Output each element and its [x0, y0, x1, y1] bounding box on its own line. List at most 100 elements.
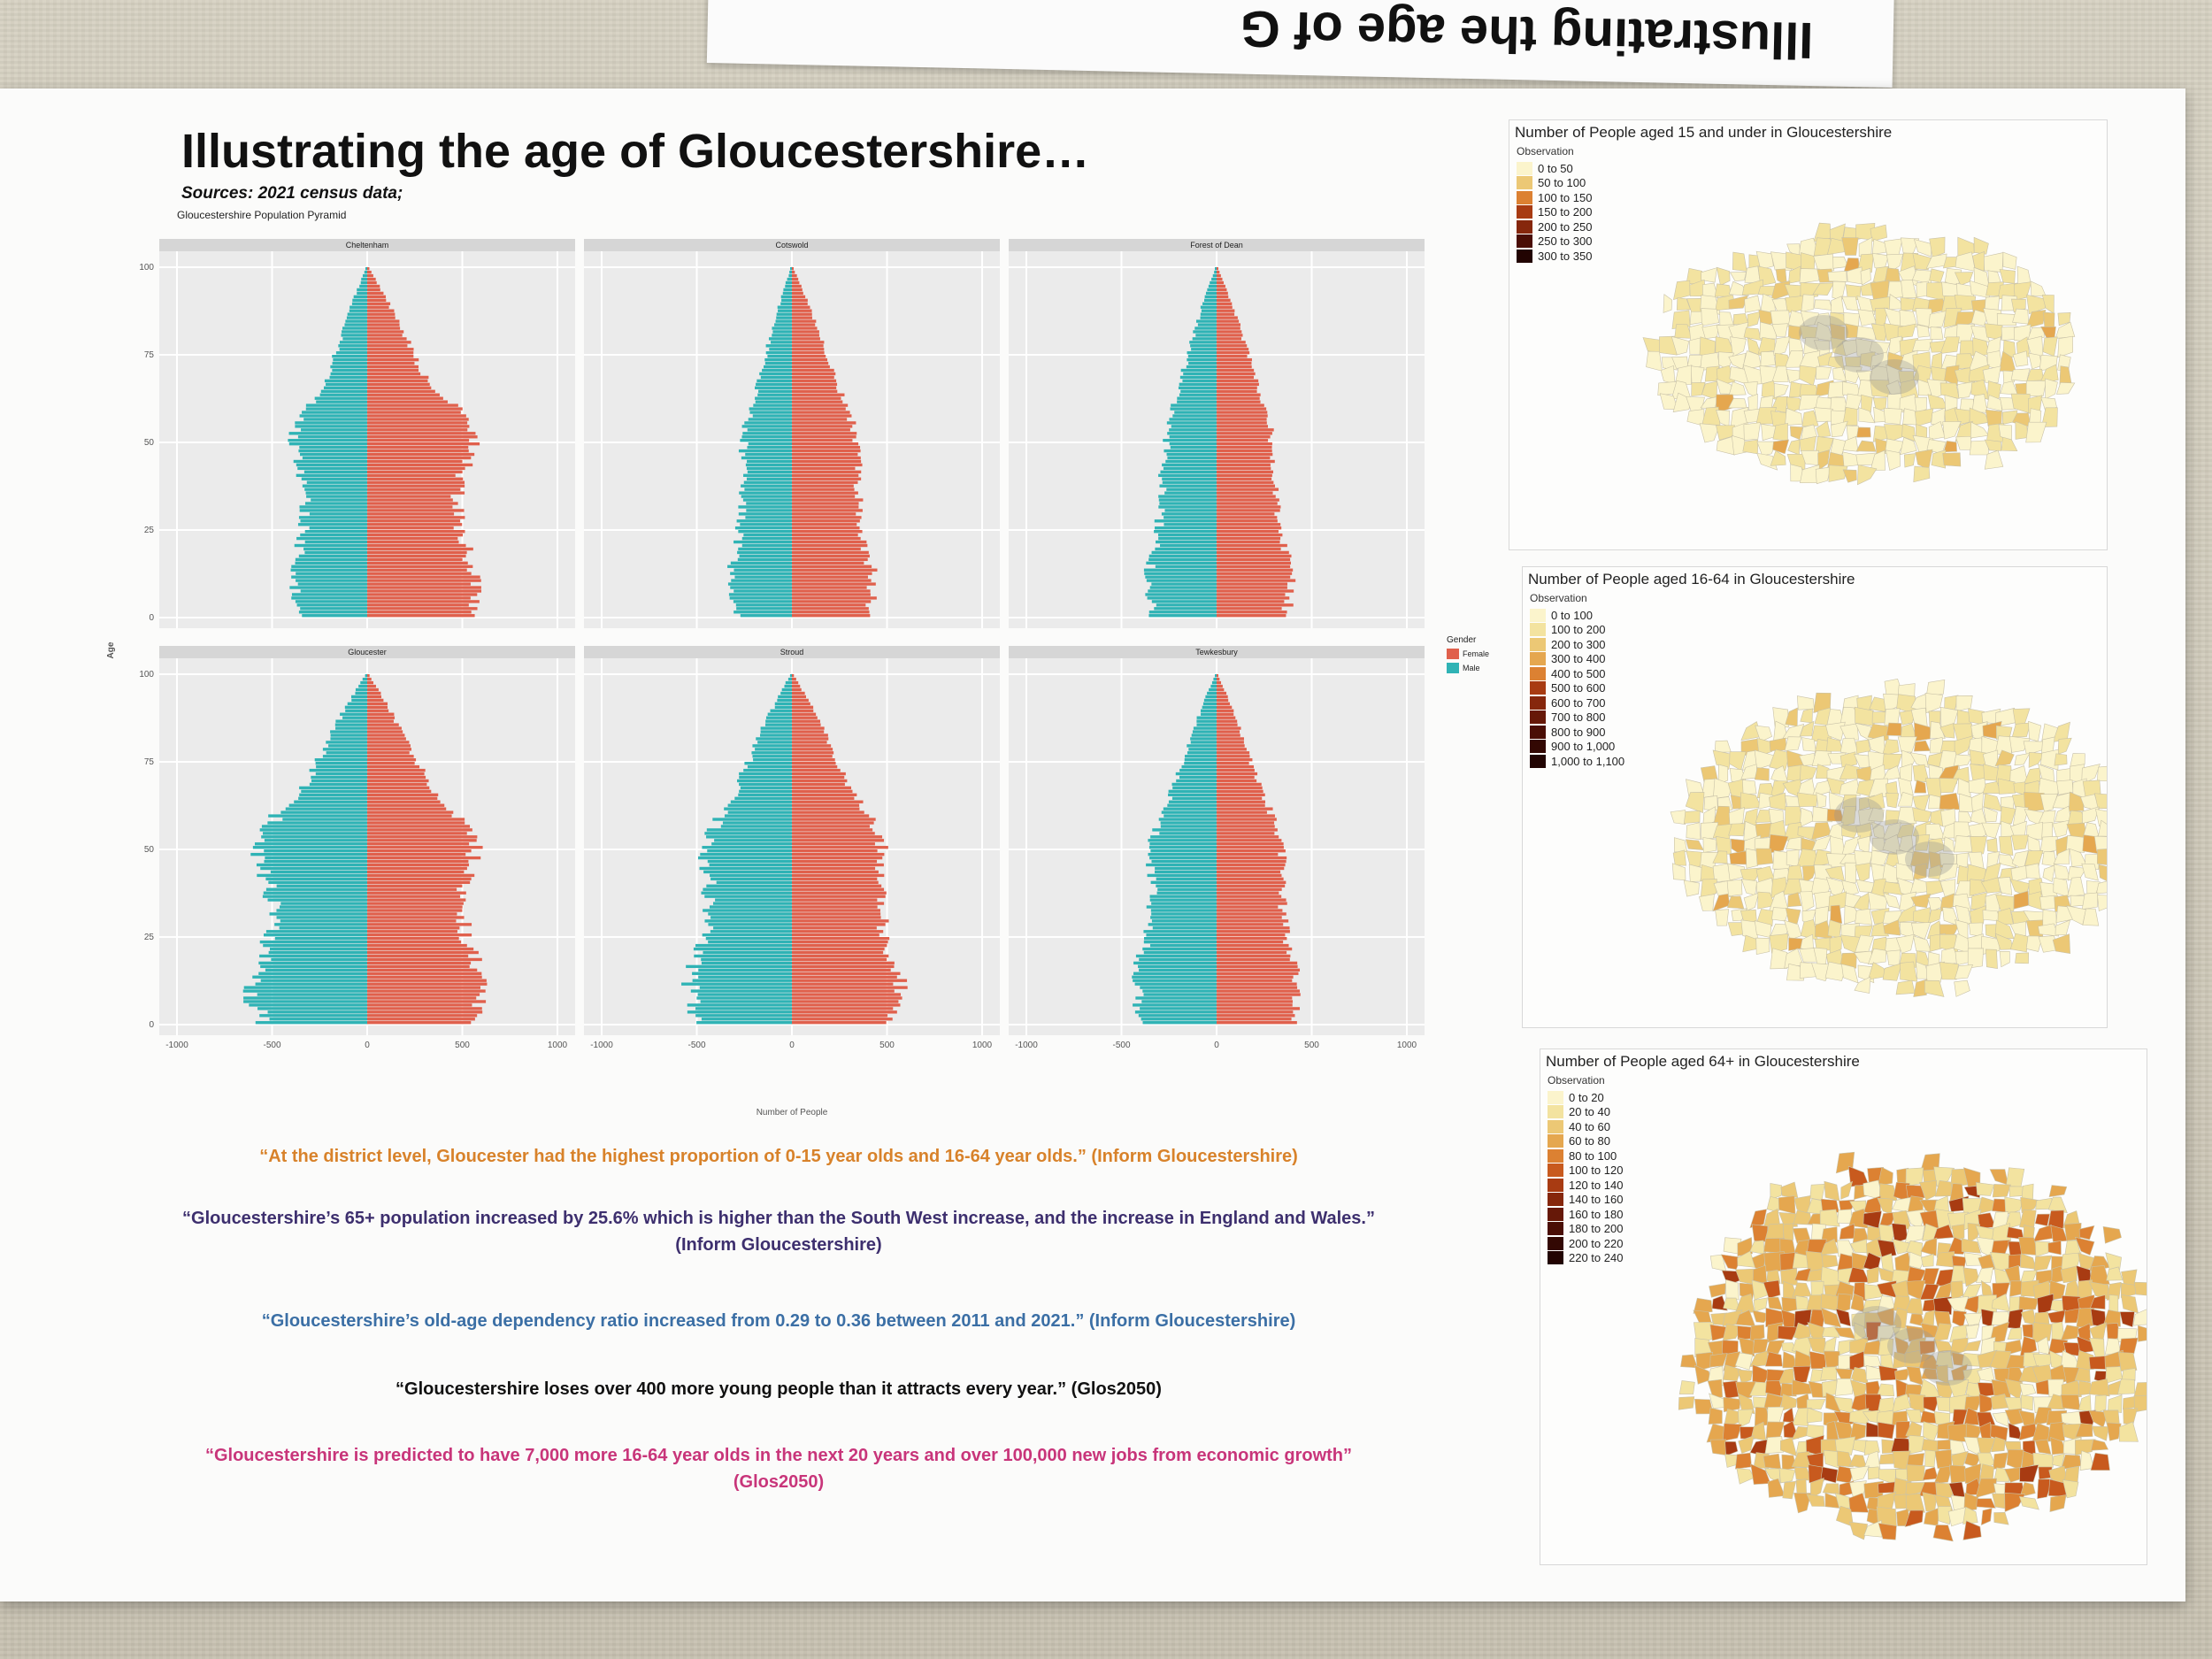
male-bar	[1142, 1021, 1217, 1025]
female-bar	[367, 439, 470, 442]
male-bar	[704, 832, 792, 835]
map-region	[1753, 1297, 1768, 1312]
female-bar	[367, 593, 478, 596]
map-region	[1895, 863, 1914, 881]
map-under-15: Number of People aged 15 and under in Gl…	[1509, 119, 2108, 550]
map-region	[1904, 1298, 1924, 1316]
female-bar	[1217, 589, 1294, 593]
male-bar	[705, 937, 792, 941]
map-region	[1702, 837, 1717, 853]
male-bar	[1156, 891, 1217, 895]
male-bar	[1197, 323, 1217, 326]
male-bar	[788, 273, 792, 278]
female-bar	[367, 495, 451, 498]
map-region	[1857, 465, 1878, 486]
map-region	[1786, 849, 1800, 867]
female-bar	[367, 712, 395, 716]
female-bar	[1217, 586, 1287, 589]
male-bar	[1193, 726, 1217, 730]
male-bar	[1203, 698, 1217, 703]
map-region	[1743, 892, 1760, 911]
male-bar	[1158, 473, 1217, 477]
female-bar	[792, 348, 825, 351]
map-region	[1905, 1409, 1923, 1424]
female-bar	[1217, 730, 1240, 733]
male-bar	[710, 930, 792, 933]
map-region	[1709, 1353, 1728, 1368]
male-bar	[700, 852, 792, 856]
male-bar	[289, 586, 367, 589]
panel-title: Cotswold	[775, 241, 808, 250]
female-bar	[792, 375, 834, 380]
male-bar	[1150, 849, 1217, 853]
x-tick-label: -500	[263, 1041, 280, 1050]
map-region	[1707, 1379, 1724, 1398]
female-bar	[367, 961, 472, 965]
female-bar	[792, 550, 869, 555]
male-bar	[695, 1007, 792, 1010]
map-region	[2020, 1394, 2033, 1411]
map-region	[2019, 1482, 2036, 1498]
map-region	[1962, 1520, 1982, 1540]
female-bar	[367, 680, 373, 685]
map-region	[2035, 1379, 2051, 1395]
urban-cluster	[1834, 337, 1884, 373]
female-bar	[792, 933, 879, 937]
map-region	[2081, 892, 2099, 910]
female-bar	[367, 473, 456, 477]
map-region	[1815, 466, 1832, 485]
map-region	[2082, 806, 2100, 824]
male-bar	[699, 866, 792, 871]
female-bar	[1217, 361, 1252, 365]
female-bar	[1217, 270, 1220, 274]
y-tick-label: 100	[139, 670, 154, 680]
map-region	[1924, 693, 1944, 714]
male-bar	[735, 603, 792, 607]
map-region	[1764, 1351, 1783, 1367]
map-region	[1729, 850, 1747, 865]
female-bar	[367, 267, 370, 271]
female-bar	[792, 916, 881, 919]
male-bar	[708, 940, 792, 944]
female-bar	[367, 530, 465, 534]
female-bar	[792, 270, 795, 274]
map-region	[1984, 323, 2003, 341]
female-bar	[367, 919, 457, 923]
map-region	[1770, 780, 1788, 798]
male-bar	[1167, 803, 1217, 807]
female-bar	[1217, 726, 1241, 730]
map-legend-label: 20 to 40	[1569, 1105, 1610, 1119]
male-bar	[1202, 702, 1217, 706]
panel-strip	[1009, 239, 1425, 251]
male-bar	[1155, 526, 1217, 530]
male-bar	[259, 940, 367, 944]
female-bar	[367, 835, 478, 839]
male-bar	[1146, 863, 1217, 867]
male-bar	[300, 607, 367, 611]
map-region	[1735, 1452, 1752, 1470]
female-bar	[1217, 295, 1229, 299]
map-region	[1734, 1352, 1754, 1371]
map-legend-label: 160 to 180	[1569, 1207, 1624, 1221]
female-bar	[1217, 379, 1259, 383]
female-bar	[1217, 418, 1267, 421]
male-bar	[305, 491, 367, 495]
map-region	[2067, 877, 2085, 897]
male-bar	[303, 470, 367, 474]
male-bar	[1150, 909, 1217, 912]
map-16-64-legend-title: Observation	[1530, 592, 1587, 604]
male-bar	[1166, 488, 1217, 491]
male-bar	[264, 839, 367, 842]
male-bar	[785, 280, 792, 285]
male-bar	[1158, 495, 1217, 498]
male-bar	[300, 519, 367, 523]
male-bar	[352, 298, 367, 302]
male-bar	[351, 302, 367, 305]
map-region	[1963, 1312, 1983, 1326]
female-bar	[1217, 495, 1276, 498]
male-bar	[727, 582, 792, 586]
x-tick-label: -1000	[590, 1041, 613, 1050]
male-bar	[752, 744, 792, 748]
map-region	[1730, 272, 1747, 281]
